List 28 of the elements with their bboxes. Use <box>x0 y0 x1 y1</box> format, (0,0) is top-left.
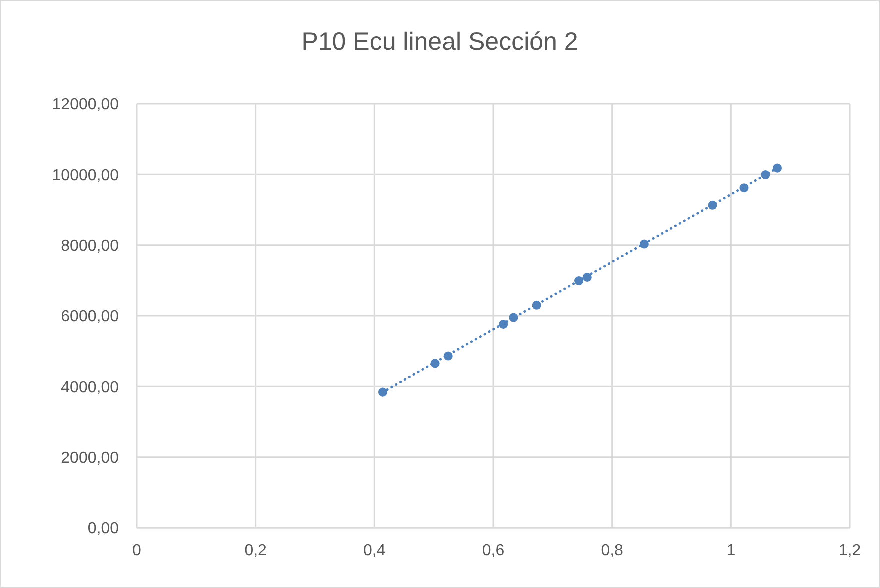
x-tick-label: 0,4 <box>364 542 386 560</box>
x-tick-label: 1 <box>726 542 736 560</box>
y-tick-label: 4000,00 <box>61 379 120 396</box>
y-tick-label: 12000,00 <box>52 96 120 114</box>
chart-title: P10 Ecu lineal Sección 2 <box>300 28 580 57</box>
point <box>509 313 518 322</box>
point <box>574 276 584 286</box>
point <box>773 164 782 173</box>
point <box>640 240 649 249</box>
y-tick-label: 6000,00 <box>61 308 120 326</box>
point <box>761 170 770 180</box>
point <box>708 200 718 210</box>
point <box>582 272 592 282</box>
x-tick-label: 1,2 <box>838 542 862 560</box>
y-tick-label: 2000,00 <box>61 450 120 468</box>
point <box>532 300 542 310</box>
point <box>499 320 508 329</box>
point <box>378 388 388 397</box>
y-tick-label: 10000,00 <box>52 167 120 184</box>
x-tick-label: 0,6 <box>482 542 505 560</box>
y-tick-label: 0,00 <box>88 520 120 538</box>
x-tick-label: 0,8 <box>601 542 624 560</box>
point <box>430 359 440 368</box>
x-tick-label: 0 <box>132 542 142 560</box>
point <box>740 184 749 193</box>
point <box>444 352 453 361</box>
x-tick-label: 0,2 <box>244 542 268 560</box>
y-tick-label: 8000,00 <box>61 238 120 256</box>
